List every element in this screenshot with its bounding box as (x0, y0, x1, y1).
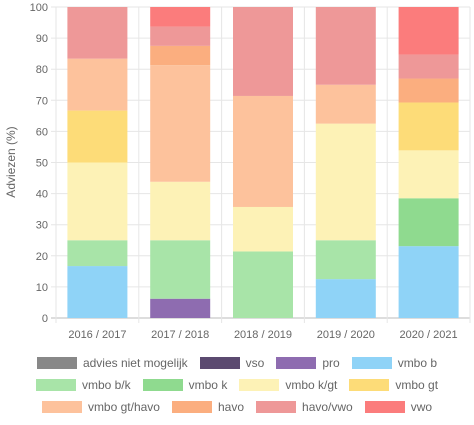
x-tick-label: 2019 / 2020 (317, 329, 375, 341)
legend: advies niet mogelijk vso pro vmbo b vmbo b/k… (0, 352, 474, 418)
bar-segment[interactable] (398, 150, 459, 199)
legend-swatch (349, 379, 390, 391)
legend-label: vmbo k/gt (285, 378, 338, 392)
bar-segment[interactable] (398, 54, 459, 79)
stacked-bar-chart: 0 10 20 30 40 50 60 70 80 90 100 2016 / 2017 2017 /… (4, 2, 471, 341)
bar-segment[interactable] (398, 7, 459, 55)
y-tick-label: 10 (36, 282, 48, 294)
x-axis-ticks: 2016 / 2017 2017 / 2018 2018 / 2019 2019 / … (68, 329, 457, 341)
bar-segment[interactable] (398, 78, 459, 103)
legend-item[interactable]: vmbo k (142, 378, 228, 392)
bar-segment[interactable] (67, 240, 128, 267)
legend-row: advies niet mogelijk vso pro vmbo b (0, 352, 474, 374)
y-tick-label: 40 (36, 189, 48, 201)
y-axis-ticks: 0 10 20 30 40 50 60 70 80 90 100 (30, 2, 48, 325)
legend-swatch (239, 379, 280, 391)
x-tick-label: 2016 / 2017 (68, 329, 126, 341)
legend-label: vmbo k (188, 378, 228, 392)
bar-segment[interactable] (150, 65, 211, 182)
legend-swatch (142, 379, 183, 391)
y-tick-label: 70 (36, 95, 48, 107)
legend-swatch (364, 401, 405, 413)
bar-segment[interactable] (150, 298, 211, 318)
bar-segment[interactable] (315, 240, 376, 280)
bar-segment[interactable] (150, 45, 211, 66)
legend-swatch (276, 357, 317, 369)
bar-segment[interactable] (233, 95, 293, 207)
legend-swatch (171, 401, 212, 413)
bar-segment[interactable] (398, 246, 459, 318)
x-tick-label: 2018 / 2019 (234, 329, 292, 341)
legend-label: vwo (410, 400, 433, 414)
legend-label: advies niet mogelijk (82, 356, 188, 370)
legend-label: havo (217, 400, 245, 414)
legend-label: havo/vwo (302, 400, 353, 414)
legend-item[interactable]: pro (276, 356, 340, 370)
bar-segment[interactable] (150, 7, 211, 27)
y-tick-label: 0 (42, 313, 48, 325)
bar-segment[interactable] (398, 102, 459, 151)
legend-label: vmbo b/k (81, 378, 131, 392)
legend-swatch (36, 357, 77, 369)
legend-item[interactable]: vmbo k/gt (239, 378, 337, 392)
y-tick-label: 50 (36, 158, 48, 170)
bar-segment[interactable] (315, 279, 376, 318)
y-tick-label: 30 (36, 220, 48, 232)
legend-item[interactable]: vmbo b (351, 356, 438, 370)
bar-segment[interactable] (233, 206, 293, 252)
bar-segment[interactable] (398, 198, 459, 247)
bar-segment[interactable] (315, 84, 376, 124)
bar-segment[interactable] (67, 162, 128, 241)
legend-item[interactable]: vso (199, 356, 265, 370)
legend-item[interactable]: vmbo gt/havo (41, 400, 160, 414)
bar-segment[interactable] (67, 58, 128, 111)
bar-segment[interactable] (150, 240, 211, 299)
legend-swatch (41, 401, 82, 413)
x-tick-label: 2017 / 2018 (151, 329, 209, 341)
legend-label: vmbo gt (395, 378, 439, 392)
bar-segment[interactable] (67, 110, 128, 163)
legend-row: vmbo b/k vmbo k vmbo k/gt vmbo gt (0, 374, 474, 396)
bar-segment[interactable] (67, 7, 128, 59)
y-axis-label: Adviezen (%) (4, 126, 18, 197)
x-tick-label: 2020 / 2021 (400, 329, 458, 341)
legend-item[interactable]: advies niet mogelijk (36, 356, 188, 370)
bar-segment[interactable] (150, 181, 211, 241)
bar-segment[interactable] (233, 7, 293, 96)
y-tick-label: 90 (36, 33, 48, 45)
legend-swatch (35, 379, 76, 391)
legend-item[interactable]: vmbo gt (349, 378, 438, 392)
y-tick-label: 20 (36, 251, 48, 263)
bar-segment[interactable] (315, 123, 376, 241)
legend-swatch (351, 357, 392, 369)
bar-segment[interactable] (150, 26, 211, 46)
legend-item[interactable]: vmbo b/k (35, 378, 131, 392)
legend-item[interactable]: havo/vwo (256, 400, 353, 414)
legend-item[interactable]: vwo (364, 400, 433, 414)
y-tick-label: 80 (36, 64, 48, 76)
legend-label: vso (245, 356, 265, 370)
bars (67, 7, 459, 318)
bar-segment[interactable] (67, 266, 128, 318)
legend-swatch (199, 357, 240, 369)
legend-item[interactable]: havo (171, 400, 245, 414)
y-tick-label: 60 (36, 126, 48, 138)
legend-label: vmbo gt/havo (87, 400, 160, 414)
bar-segment[interactable] (315, 7, 376, 85)
legend-label: vmbo b (397, 356, 438, 370)
legend-row: vmbo gt/havo havo havo/vwo vwo (0, 396, 474, 418)
y-tick-label: 100 (30, 2, 48, 14)
legend-swatch (256, 401, 297, 413)
legend-label: pro (322, 356, 340, 370)
bar-segment[interactable] (233, 251, 293, 318)
